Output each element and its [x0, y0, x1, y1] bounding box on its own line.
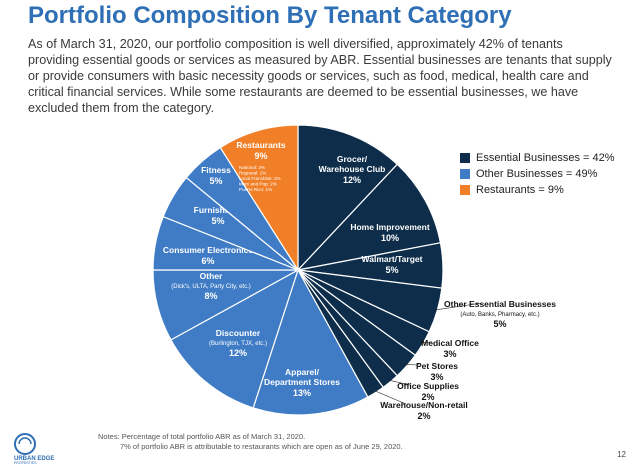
slice-name-consumer-electronics-0: Consumer Electronics — [163, 245, 253, 255]
slice-name-other-0: Other — [200, 271, 223, 281]
slice-value-furnishings: 5% — [211, 216, 224, 226]
slice-label-restaurants: Restaurants National: 3%Regional: 1%Local… — [236, 140, 285, 192]
legend-item-restaurants: Restaurants = 9% — [460, 182, 615, 198]
svg-text:URBAN EDGE: URBAN EDGE — [14, 456, 54, 462]
leader-line-office-supplies — [389, 379, 411, 386]
legend-item-essential: Essential Businesses = 42% — [460, 150, 615, 166]
slice-value-medical-office: 3% — [443, 349, 456, 359]
leader-line-medical-office — [421, 341, 433, 344]
pie-slice-discounter — [170, 268, 300, 409]
slice-sub-other-essential-businesses: (Auto, Banks, Pharmacy, etc.) — [460, 312, 539, 318]
slice-name-apparel-department-stores-1: Department Stores — [264, 377, 340, 387]
slice-label-other-essential-businesses: Other Essential Businesses (Auto, Banks, … — [444, 299, 556, 329]
slice-name-apparel-department-stores-0: Apparel/ — [285, 367, 320, 377]
leader-line-other-essential-businesses — [435, 302, 483, 311]
slice-value-other: 8% — [204, 291, 217, 301]
slice-value-office-supplies: 2% — [421, 392, 434, 402]
slice-label-discounter: Discounter (Burlington, TJX, etc.)12% — [209, 328, 267, 358]
slice-name-warehouse-non-retail-0: Warehouse/Non-retail — [380, 400, 468, 410]
slice-value-other-essential-businesses: 5% — [493, 319, 506, 329]
pie-slice-apparel-department-stores — [252, 268, 369, 416]
slice-name-walmart-target-0: Walmart/Target — [362, 254, 423, 264]
slice-name-discounter-0: Discounter — [216, 328, 261, 338]
restaurant-detail-1: Regional: 1% — [239, 171, 266, 176]
footnotes: Notes: Percentage of total portfolio ABR… — [98, 432, 403, 452]
leader-line-warehouse-non-retail — [374, 390, 407, 405]
company-logo: URBAN EDGE PROPERTIES — [12, 430, 72, 465]
legend-item-other: Other Businesses = 49% — [460, 166, 615, 182]
slice-value-warehouse-non-retail: 2% — [417, 411, 430, 421]
legend-label-other: Other Businesses = 49% — [476, 168, 598, 180]
footnote-1: Notes: Percentage of total portfolio ABR… — [98, 432, 306, 441]
intro-paragraph: As of March 31, 2020, our portfolio comp… — [28, 37, 612, 115]
slice-name-medical-office-0: Medical Office — [421, 338, 479, 348]
legend-swatch-restaurants — [460, 185, 470, 195]
restaurant-detail-2: Local Franchise: 2% — [239, 176, 281, 181]
slice-value-restaurants: 9% — [254, 151, 267, 161]
svg-text:PROPERTIES: PROPERTIES — [14, 461, 37, 464]
slice-sub-other: (Dick's, ULTA, Party City, etc.) — [171, 284, 251, 290]
slice-value-apparel-department-stores: 13% — [293, 388, 311, 398]
slice-name-grocer-warehouse-club-1: Warehouse Club — [319, 164, 386, 174]
slice-name-other-essential-businesses-0: Other Essential Businesses — [444, 299, 556, 309]
slice-name-restaurants-0: Restaurants — [236, 140, 285, 150]
restaurant-detail-0: National: 3% — [239, 165, 265, 170]
restaurant-detail-4: Puerto Rico: 1% — [239, 187, 272, 192]
slice-name-office-supplies-0: Office Supplies — [397, 381, 459, 391]
chart-legend: Essential Businesses = 42% Other Busines… — [460, 150, 615, 198]
slice-value-home-improvement: 10% — [381, 233, 399, 243]
slice-value-fitness: 5% — [209, 176, 222, 186]
slice-name-grocer-warehouse-club-0: Grocer/ — [337, 154, 368, 164]
legend-swatch-essential — [460, 153, 470, 163]
slice-name-furnishings-0: Furnishings — [194, 205, 243, 215]
slice-name-home-improvement-0: Home Improvement — [350, 222, 430, 232]
slice-name-fitness-0: Fitness — [201, 165, 231, 175]
slice-sub-discounter: (Burlington, TJX, etc.) — [209, 341, 267, 347]
slice-value-walmart-target: 5% — [385, 265, 398, 275]
page-number: 12 — [617, 450, 626, 459]
legend-label-restaurants: Restaurants = 9% — [476, 184, 564, 196]
pie-slice-grocer-warehouse-club — [297, 124, 399, 272]
slice-value-consumer-electronics: 6% — [201, 256, 214, 266]
legend-label-essential: Essential Businesses = 42% — [476, 152, 615, 164]
footnote-2: 7% of portfolio ABR is attributable to r… — [120, 442, 403, 451]
slice-value-pet-stores: 3% — [430, 372, 443, 382]
pie-slice-restaurants — [219, 124, 299, 273]
slice-value-discounter: 12% — [229, 348, 247, 358]
slice-name-pet-stores-0: Pet Stores — [416, 361, 458, 371]
slice-value-grocer-warehouse-club: 12% — [343, 175, 361, 185]
restaurant-detail-3: Mom and Pop: 2% — [239, 182, 277, 187]
page-title: Portfolio Composition By Tenant Category — [28, 2, 512, 29]
legend-swatch-other — [460, 169, 470, 179]
slice-label-other: Other (Dick's, ULTA, Party City, etc.)8% — [171, 271, 251, 301]
pie-slice-home-improvement — [296, 163, 442, 271]
